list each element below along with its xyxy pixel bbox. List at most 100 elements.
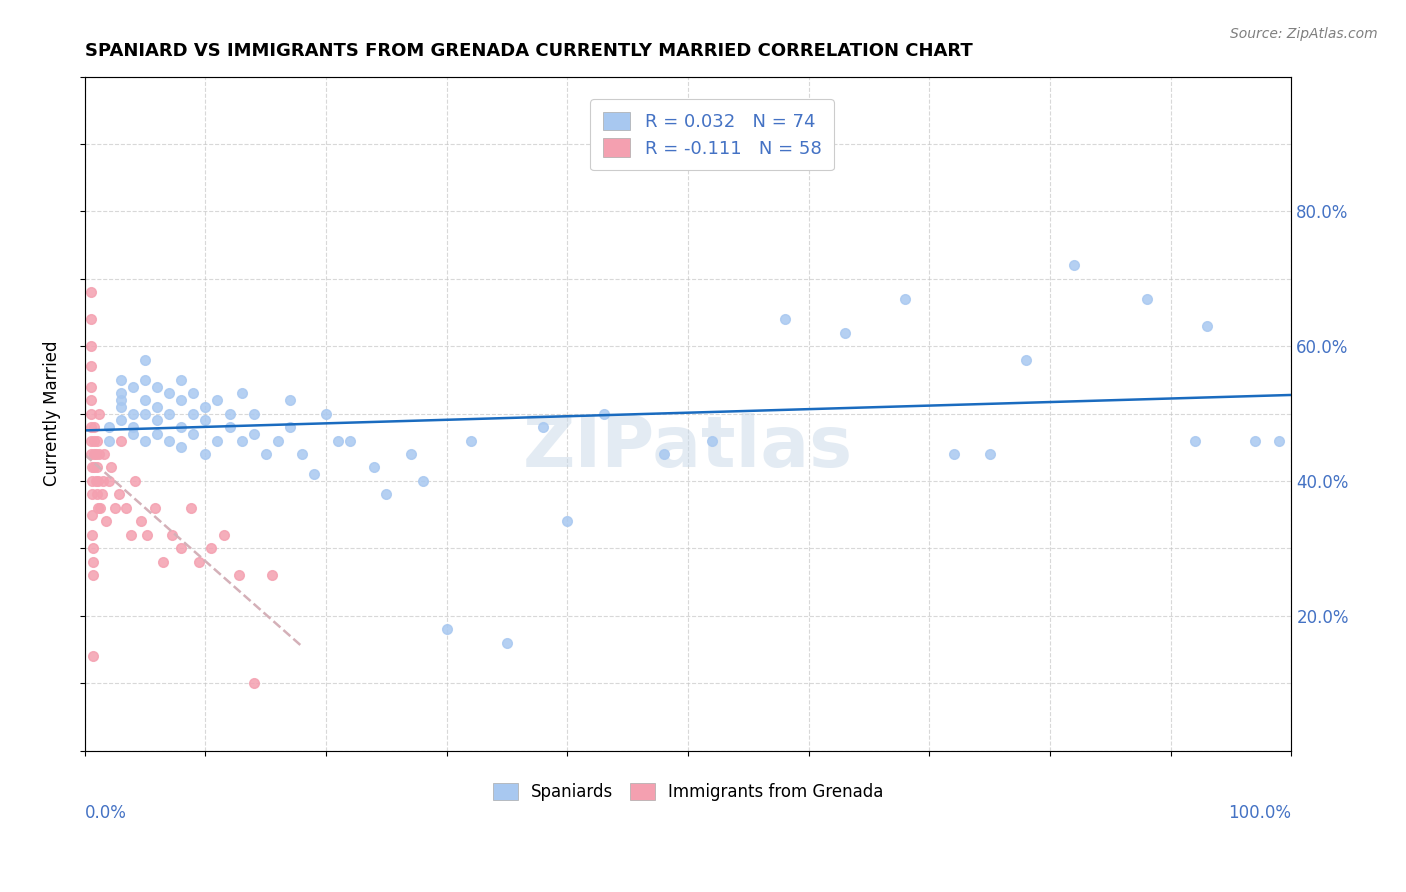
Point (291, 447, 314, 461)
Point (267, 434, 290, 448)
Point (652, 447, 675, 461)
Point (1015, 352, 1038, 367)
Point (834, 326, 856, 340)
Point (83, 420, 105, 434)
Point (1195, 318, 1218, 333)
Point (80, 285, 103, 300)
Point (120, 528, 142, 542)
Point (122, 420, 145, 434)
Point (278, 393, 301, 408)
Point (328, 434, 350, 448)
Point (242, 676, 264, 690)
Point (170, 393, 193, 408)
Point (170, 373, 193, 387)
Point (212, 528, 235, 542)
Point (942, 447, 965, 461)
Point (134, 434, 156, 448)
Point (152, 555, 174, 569)
Point (146, 400, 169, 414)
Point (122, 426, 145, 441)
Point (146, 413, 169, 427)
Point (80, 339, 103, 353)
Point (183, 386, 205, 401)
Point (80, 407, 103, 421)
Point (97, 474, 120, 488)
Point (80, 420, 103, 434)
Point (218, 420, 240, 434)
Point (194, 413, 217, 427)
Point (200, 541, 222, 556)
Point (592, 407, 614, 421)
Point (136, 528, 159, 542)
Point (124, 474, 146, 488)
Point (80, 508, 103, 522)
Point (157, 386, 180, 401)
Point (254, 447, 277, 461)
Text: SPANIARD VS IMMIGRANTS FROM GRENADA CURRENTLY MARRIED CORRELATION CHART: SPANIARD VS IMMIGRANTS FROM GRENADA CURR… (84, 42, 973, 60)
Point (86, 460, 108, 475)
Point (100, 460, 122, 475)
Point (207, 393, 229, 408)
Point (80, 379, 103, 393)
Point (188, 555, 211, 569)
Point (96, 515, 118, 529)
Point (702, 434, 724, 448)
Point (557, 515, 579, 529)
Point (104, 500, 127, 515)
Text: 100.0%: 100.0% (1229, 805, 1292, 822)
Point (134, 352, 156, 367)
Point (82, 541, 104, 556)
Point (242, 426, 264, 441)
Point (80, 487, 103, 501)
Point (157, 407, 180, 421)
Point (89, 500, 111, 515)
Point (110, 413, 132, 427)
Point (412, 474, 434, 488)
Point (207, 434, 229, 448)
Point (83, 447, 105, 461)
Point (146, 426, 169, 441)
Point (218, 407, 240, 421)
Point (180, 500, 202, 515)
Point (1136, 292, 1159, 306)
Point (302, 467, 325, 482)
Point (894, 292, 917, 306)
Y-axis label: Currently Married: Currently Married (44, 341, 60, 486)
Point (363, 460, 385, 475)
Point (87, 474, 110, 488)
Legend: Spaniards, Immigrants from Grenada: Spaniards, Immigrants from Grenada (484, 775, 891, 810)
Point (260, 568, 283, 582)
Point (194, 400, 217, 414)
Point (170, 541, 193, 556)
Point (80, 447, 103, 461)
Point (134, 407, 156, 421)
Point (83, 434, 105, 448)
Point (460, 434, 482, 448)
Point (122, 379, 145, 393)
Point (90, 487, 112, 501)
Point (228, 568, 250, 582)
Point (110, 393, 132, 408)
Point (278, 420, 301, 434)
Point (143, 500, 166, 515)
Point (436, 622, 458, 636)
Point (170, 440, 193, 454)
Point (399, 447, 422, 461)
Point (87, 500, 110, 515)
Text: ZIPatlas: ZIPatlas (523, 413, 853, 482)
Point (231, 434, 253, 448)
Point (82, 568, 104, 582)
Point (110, 386, 132, 401)
Point (82, 555, 104, 569)
Point (157, 434, 180, 448)
Point (80, 528, 103, 542)
Point (134, 373, 156, 387)
Point (146, 379, 169, 393)
Point (1268, 434, 1291, 448)
Point (160, 528, 183, 542)
Point (91, 474, 114, 488)
Point (83, 460, 105, 475)
Point (89, 407, 111, 421)
Point (110, 400, 132, 414)
Point (231, 386, 253, 401)
